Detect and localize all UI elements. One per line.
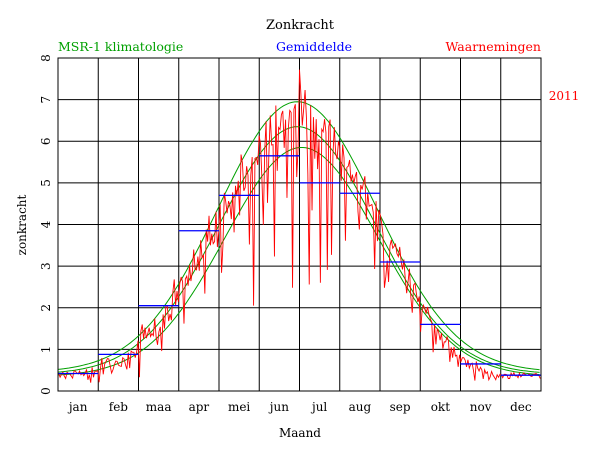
x-tick-label: jul <box>310 400 327 414</box>
observations-line <box>58 69 541 383</box>
x-tick-label: okt <box>431 400 450 414</box>
year-label: 2011 <box>549 89 580 103</box>
y-tick-label: 4 <box>39 220 53 228</box>
x-tick-label: aug <box>349 400 372 414</box>
x-tick-label: feb <box>109 400 129 414</box>
plot-frame <box>57 57 542 392</box>
climatology-curves <box>57 101 540 376</box>
x-tick-label: jun <box>268 400 289 414</box>
chart-title: Zonkracht <box>266 18 335 33</box>
x-tick-label: dec <box>510 400 532 414</box>
x-tick-label: nov <box>470 400 492 414</box>
x-axis-label: Maand <box>279 426 321 440</box>
monthly-mean-bars <box>58 155 541 376</box>
x-tick-label: sep <box>390 400 411 414</box>
x-tick-label: apr <box>189 400 210 414</box>
x-tick-label: maa <box>146 400 172 414</box>
legend-observations: Waarnemingen <box>446 39 541 54</box>
y-tick-label: 8 <box>39 54 53 62</box>
y-tick-label: 3 <box>39 262 53 270</box>
observations-series <box>58 69 541 383</box>
x-tick-label: jan <box>67 400 88 414</box>
y-tick-label: 1 <box>39 346 53 354</box>
y-tick-label: 6 <box>39 137 53 145</box>
legend-monthly-mean: Gemiddelde <box>276 39 352 54</box>
y-axis-label: zonkracht <box>15 194 29 255</box>
chart-grid <box>58 57 541 392</box>
x-tick-label: mei <box>228 400 250 414</box>
y-tick-label: 7 <box>39 96 53 104</box>
y-tick-labels: 0 1 2 3 4 5 6 7 8 <box>39 54 53 395</box>
y-tick-label: 2 <box>39 304 53 312</box>
x-tick-labels: jan feb maa apr mei jun jul aug sep okt nov dec <box>67 400 532 414</box>
climatology-curve-mid <box>57 126 540 373</box>
legend-climatology: MSR-1 klimatologie <box>58 39 183 54</box>
y-tick-label: 0 <box>39 387 53 395</box>
y-tick-label: 5 <box>39 179 53 187</box>
climatology-curve-high <box>57 101 540 371</box>
climatology-curve-low <box>57 147 540 376</box>
